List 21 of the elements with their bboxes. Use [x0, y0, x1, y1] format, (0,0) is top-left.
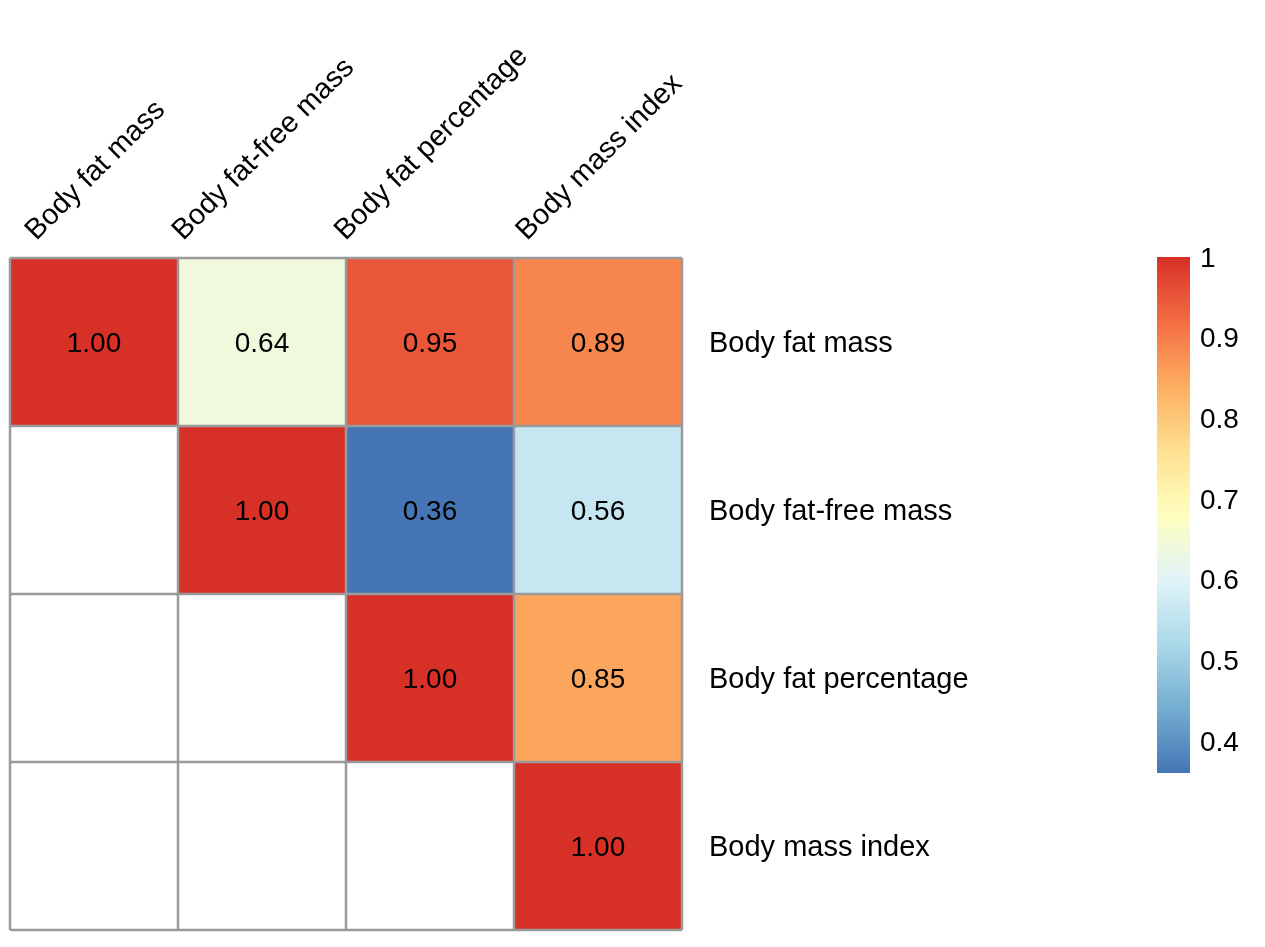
color-bar-label: 0.5: [1200, 644, 1239, 676]
data-label: 1.00: [402, 662, 458, 694]
data-label: 1.00: [234, 494, 290, 526]
y-tick-label: Body fat mass: [709, 326, 893, 359]
data-label: 0.85: [570, 662, 626, 694]
data-label: 0.89: [570, 326, 626, 358]
color-bar-label: 0.9: [1200, 322, 1239, 354]
data-label: 1.00: [66, 326, 122, 358]
color-bar-label: 1: [1200, 241, 1216, 273]
color-bar-label: 0.8: [1200, 403, 1239, 435]
color-bar-label: 0.4: [1200, 725, 1239, 757]
data-label: 0.36: [402, 494, 458, 526]
color-bar-label: 0.6: [1200, 564, 1239, 596]
y-tick-label: Body mass index: [709, 830, 931, 863]
data-label: 0.56: [570, 494, 626, 526]
y-tick-label: Body fat percentage: [709, 662, 969, 695]
y-tick-label: Body fat-free mass: [709, 494, 953, 527]
data-label: 0.64: [234, 326, 290, 358]
data-label: 1.00: [570, 830, 626, 862]
color-bar-label: 0.7: [1200, 483, 1239, 515]
data-label: 0.95: [402, 326, 458, 358]
